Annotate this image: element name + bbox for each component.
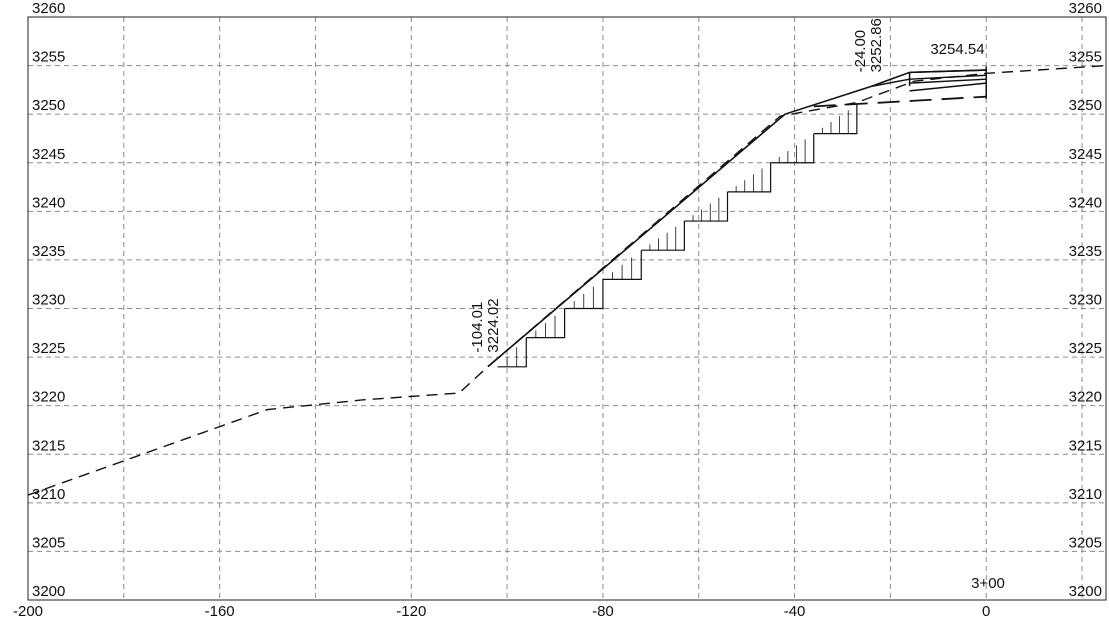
road-section — [813, 66, 987, 108]
y-tick-label-right: 3225 — [1069, 340, 1102, 357]
y-tick-label-left: 3230 — [32, 292, 65, 309]
y-tick-label-right: 3220 — [1069, 389, 1102, 406]
road-layer-line — [909, 74, 987, 80]
y-tick-label-right: 3240 — [1069, 194, 1102, 211]
y-tick-label-left: 3210 — [32, 486, 65, 503]
y-tick-label-right: 3200 — [1069, 583, 1102, 600]
x-tick-label: -200 — [13, 603, 43, 620]
x-axis-labels: -200 -160 -120 -80 -40 0 — [13, 603, 990, 620]
x-tick-label: -40 — [784, 603, 806, 620]
x-tick-label: 0 — [982, 603, 990, 620]
y-tick-label-right: 3255 — [1069, 49, 1102, 66]
road-layer-line — [909, 82, 987, 92]
plot-frame — [27, 16, 1107, 601]
bench-step — [526, 308, 566, 339]
y-tick-label-left: 3245 — [32, 146, 65, 163]
existing-ground-line — [27, 64, 1107, 496]
annotations: -104.01 3224.02 -24.00 3252.86 3254.54 — [469, 18, 985, 352]
y-tick-label-left: 3200 — [32, 583, 65, 600]
y-tick-label-right: 3235 — [1069, 243, 1102, 260]
y-tick-label-right: 3245 — [1069, 146, 1102, 163]
station-elevation-annotation: -24.00 — [852, 30, 869, 73]
bench-step — [813, 104, 858, 135]
bench-step — [684, 191, 729, 222]
y-tick-label-right: 3215 — [1069, 437, 1102, 454]
y-tick-label-left: 3260 — [32, 0, 65, 17]
x-tick-label: -80 — [592, 603, 614, 620]
bench-steps — [497, 104, 858, 368]
y-tick-label-left: 3205 — [32, 534, 65, 551]
subgrade-line — [813, 95, 987, 108]
y-tick-label-left: 3255 — [32, 49, 65, 66]
y-tick-label-right: 3210 — [1069, 486, 1102, 503]
frame-border — [27, 16, 1107, 601]
y-tick-label-right: 3230 — [1069, 292, 1102, 309]
y-tick-label-left: 3235 — [32, 243, 65, 260]
y-tick-label-right: 3205 — [1069, 534, 1102, 551]
y-tick-label-left: 3225 — [32, 340, 65, 357]
bench-step — [770, 133, 815, 164]
bench-step — [641, 221, 685, 251]
road-layer-line — [909, 78, 987, 84]
bench-step — [727, 162, 772, 193]
y-tick-label-left: 3250 — [32, 97, 65, 114]
y-tick-label-left: 3240 — [32, 194, 65, 211]
y-axis-right-labels: 3200 3205 3210 3215 3220 3225 3230 3235 3240 3245… — [1069, 0, 1102, 600]
y-tick-label-left: 3215 — [32, 437, 65, 454]
road-top-line — [909, 69, 987, 74]
station-elevation-annotation: -104.01 — [469, 302, 486, 353]
y-axis-left-labels: 3200 3205 3210 3215 3220 3225 3230 3235 3240 3245… — [32, 0, 65, 600]
x-tick-label: -160 — [205, 603, 235, 620]
y-tick-label-left: 3220 — [32, 389, 65, 406]
station-elevation-annotation: 3252.86 — [868, 18, 885, 72]
x-tick-label: -120 — [396, 603, 426, 620]
existing-ground — [27, 64, 1107, 496]
y-tick-label-right: 3250 — [1069, 97, 1102, 114]
bench-step — [602, 250, 642, 280]
station-elevation-annotation: 3224.02 — [485, 298, 502, 352]
station-label: 3+00 — [971, 575, 1005, 592]
y-tick-label-right: 3260 — [1069, 0, 1102, 17]
road-layer-line — [871, 78, 910, 88]
elevation-annotation: 3254.54 — [930, 41, 984, 58]
bench-step — [564, 279, 604, 310]
